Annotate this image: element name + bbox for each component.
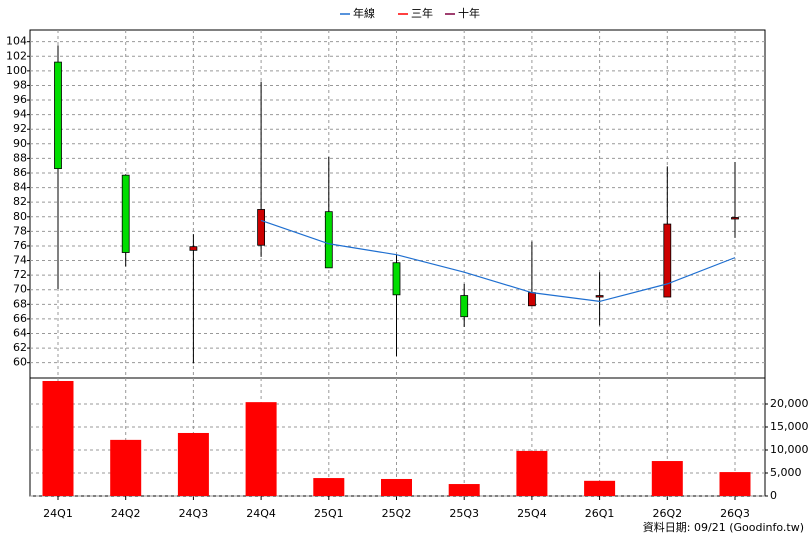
- y2-tick-label: 10,000: [770, 443, 808, 456]
- y-tick-label: 70: [13, 283, 27, 296]
- x-tick-label: 24Q2: [111, 507, 141, 520]
- x-tick-label: 26Q3: [720, 507, 750, 520]
- volume-bar: [516, 450, 548, 496]
- y-tick-label: 92: [13, 122, 27, 135]
- y-tick-label: 82: [13, 195, 27, 208]
- volume-bar: [651, 461, 683, 496]
- x-tick-label: 24Q4: [246, 507, 276, 520]
- y-tick-label: 74: [13, 254, 27, 267]
- volume-bar: [177, 432, 209, 496]
- y-tick-label: 98: [13, 78, 27, 91]
- candle-body: [324, 211, 333, 269]
- candle-body: [663, 223, 672, 298]
- legend-label: 年線: [353, 6, 375, 20]
- x-tick-label: 26Q1: [585, 507, 615, 520]
- y-tick-label: 100: [6, 64, 27, 77]
- y-tick-label: 94: [13, 108, 27, 121]
- y-tick-label: 68: [13, 297, 27, 310]
- x-tick-label: 25Q2: [382, 507, 412, 520]
- x-tick-label: 25Q3: [449, 507, 479, 520]
- y-tick-label: 78: [13, 224, 27, 237]
- candle-body: [257, 209, 266, 246]
- y2-tick-label: 0: [770, 489, 777, 502]
- y-tick-label: 102: [6, 49, 27, 62]
- x-tick-label: 25Q4: [517, 507, 547, 520]
- candle-body: [392, 262, 401, 296]
- volume-bar: [719, 472, 751, 496]
- footer: 資料日期: 09/21 (Goodinfo.tw): [643, 520, 804, 534]
- y-tick-label: 64: [13, 326, 27, 339]
- legend-label: 十年: [458, 6, 480, 20]
- line-series: [260, 219, 736, 303]
- y-tick-label: 66: [13, 312, 27, 325]
- y-tick-label: 104: [6, 35, 27, 48]
- y-tick-label: 96: [13, 93, 27, 106]
- legend-label: 三年: [411, 6, 433, 20]
- y-tick-label: 72: [13, 268, 27, 281]
- x-tick-label: 26Q2: [652, 507, 682, 520]
- y-tick-label: 80: [13, 210, 27, 223]
- volume-bar: [110, 439, 142, 496]
- y-tick-label: 62: [13, 341, 27, 354]
- volume-bar: [584, 480, 616, 496]
- volume-bar: [42, 380, 74, 496]
- y-tick-label: 60: [13, 356, 27, 369]
- y-tick-label: 76: [13, 239, 27, 252]
- y-tick-label: 84: [13, 181, 27, 194]
- volume-bar: [313, 478, 345, 496]
- y-tick-label: 88: [13, 151, 27, 164]
- candle-body: [121, 174, 130, 253]
- candle-body: [460, 295, 469, 318]
- y2-tick-label: 15,000: [770, 420, 808, 433]
- x-tick-label: 24Q1: [43, 507, 73, 520]
- candle-body: [528, 292, 536, 307]
- candle-body: [189, 246, 198, 251]
- candle-body: [54, 61, 62, 170]
- volume-bar: [448, 484, 480, 496]
- x-tick-label: 25Q1: [314, 507, 344, 520]
- y-tick-label: 86: [13, 166, 27, 179]
- x-tick-label: 24Q3: [179, 507, 209, 520]
- y2-tick-label: 20,000: [770, 397, 808, 410]
- y-tick-label: 90: [13, 137, 27, 150]
- volume-bar: [245, 402, 277, 496]
- volume-bar: [381, 478, 412, 496]
- candle-body: [595, 295, 604, 298]
- candle-body: [731, 217, 739, 220]
- y2-tick-label: 5,000: [770, 466, 802, 479]
